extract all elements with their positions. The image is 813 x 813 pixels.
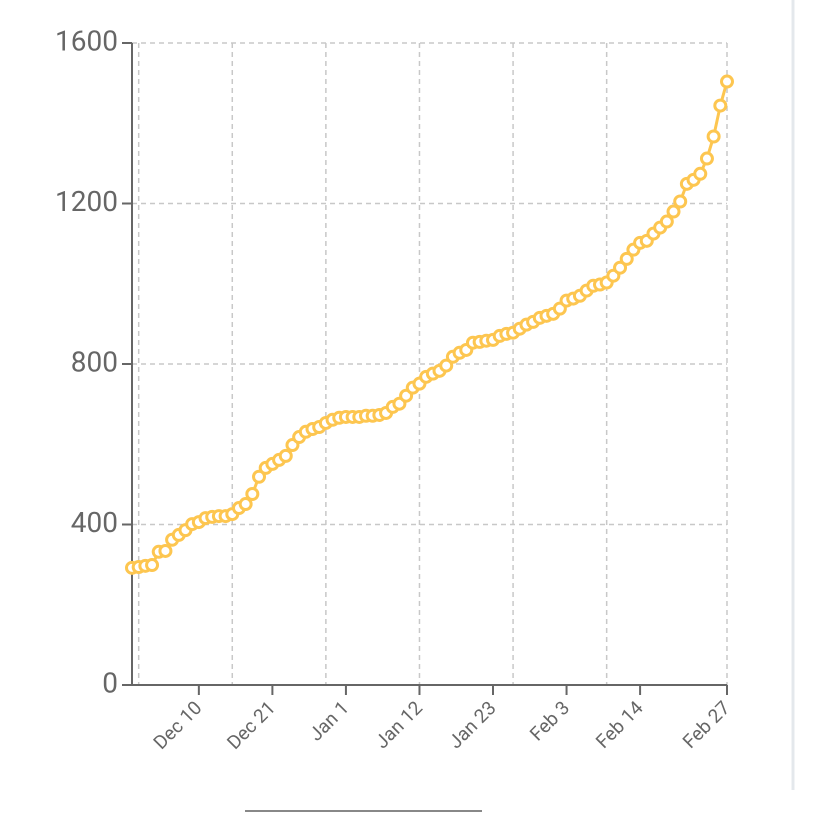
- point: [439, 358, 454, 373]
- x-tick-label: Feb 27: [678, 696, 735, 753]
- point: [659, 214, 674, 229]
- point: [613, 260, 628, 275]
- y-tick-label: 1200: [55, 185, 118, 218]
- y-tick-label: 0: [102, 666, 118, 699]
- point: [238, 497, 253, 512]
- line: [131, 81, 729, 570]
- point: [252, 469, 267, 484]
- point: [245, 487, 260, 502]
- point: [145, 558, 160, 573]
- x-tick-label: Jan 23: [444, 696, 501, 753]
- x-tick-label: Jan 1: [304, 696, 353, 745]
- point: [693, 166, 708, 181]
- x-tick-label: Jan 12: [370, 696, 427, 753]
- point: [278, 448, 293, 463]
- y-tick-label: 400: [71, 506, 118, 539]
- x-tick-label: Dec 10: [149, 696, 207, 754]
- point: [720, 74, 734, 89]
- point: [619, 251, 634, 266]
- point: [699, 151, 714, 166]
- point: [713, 98, 728, 113]
- point: [673, 194, 688, 209]
- y-tick-label: 1600: [55, 24, 118, 57]
- x-tick-label: Feb 14: [591, 696, 648, 753]
- point: [158, 543, 173, 558]
- x-tick-label: Feb 3: [525, 696, 574, 745]
- y-tick-label: 800: [71, 345, 118, 378]
- x-tick-label: Dec 21: [222, 696, 280, 754]
- point: [706, 129, 721, 144]
- point: [666, 204, 681, 219]
